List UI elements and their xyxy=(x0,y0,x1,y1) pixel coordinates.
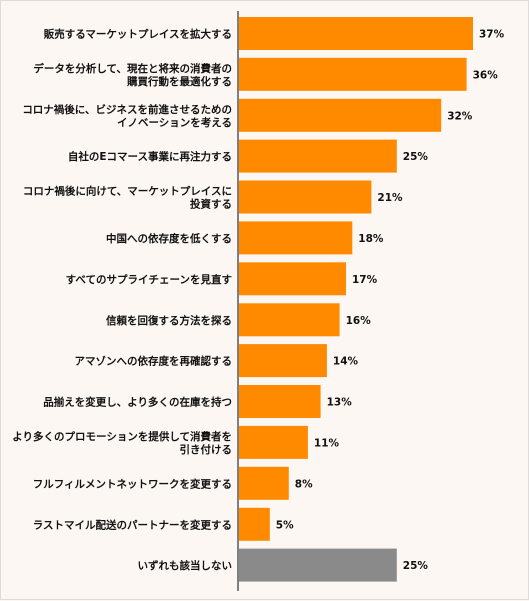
bar-11 xyxy=(238,466,289,500)
category-label-4-line-0: コロナ禍後に向けて、マーケットプレイスに xyxy=(23,185,232,198)
value-label-13: 25% xyxy=(403,560,429,572)
category-label-7: 信頼を回復する方法を探る xyxy=(106,314,232,327)
category-label-10-line-1: 引き付ける xyxy=(180,443,233,456)
category-label-3: 自社のEコマース事業に再注力する xyxy=(68,150,232,163)
value-label-1: 36% xyxy=(473,69,499,81)
category-label-4-line-1: 投資する xyxy=(190,198,232,211)
category-label-11: フルフィルメントネットワークを変更する xyxy=(33,477,232,490)
category-label-5: 中国への依存度を低くする xyxy=(106,232,232,245)
bar-1 xyxy=(238,57,467,91)
bar-5 xyxy=(238,221,353,255)
bar-12 xyxy=(238,507,270,541)
category-label-6: すべてのサプライチェーンを見直す xyxy=(66,273,232,286)
bar-7 xyxy=(238,303,340,337)
bar-0 xyxy=(238,17,473,50)
bar-8 xyxy=(238,344,327,378)
value-label-7: 16% xyxy=(346,315,372,327)
value-label-8: 14% xyxy=(333,356,359,368)
category-label-13: いずれも該当しない xyxy=(138,559,233,572)
category-label-9: 品揃えを変更し、より多くの在庫を持つ xyxy=(43,396,232,409)
category-label-2-line-1: イノベーションを考える xyxy=(117,116,232,129)
category-label-2-line-0: コロナ禍後に、ビジネスを前進させるための xyxy=(22,103,232,116)
bar-9 xyxy=(238,385,321,418)
bar-10 xyxy=(238,425,308,459)
value-label-9: 13% xyxy=(327,397,353,409)
category-label-8: アマゾンへの依存度を再確認する xyxy=(75,355,233,368)
value-label-6: 17% xyxy=(352,274,378,286)
value-label-4: 21% xyxy=(377,192,403,204)
bar-6 xyxy=(238,262,346,296)
value-label-10: 11% xyxy=(314,437,340,449)
bar-13 xyxy=(238,548,397,582)
category-label-0: 販売するマーケットプレイスを拡大する xyxy=(44,28,232,41)
value-label-0: 37% xyxy=(479,29,505,41)
value-label-5: 18% xyxy=(358,233,384,245)
value-label-2: 32% xyxy=(447,110,473,122)
bar-2 xyxy=(238,98,442,132)
value-label-3: 25% xyxy=(403,151,429,163)
category-label-12: ラストマイル配送のパートナーを変更する xyxy=(33,518,232,531)
bar-3 xyxy=(238,139,397,173)
category-label-1-line-0: データを分析して、現在と将来の消費者の xyxy=(33,62,232,75)
category-label-1-line-1: 購買行動を最適化する xyxy=(126,75,232,88)
value-label-12: 5% xyxy=(276,519,294,531)
category-label-10-line-0: より多くのプロモーションを提供して消費者を xyxy=(12,430,232,443)
value-label-11: 8% xyxy=(295,478,313,490)
bar-4 xyxy=(238,180,372,214)
